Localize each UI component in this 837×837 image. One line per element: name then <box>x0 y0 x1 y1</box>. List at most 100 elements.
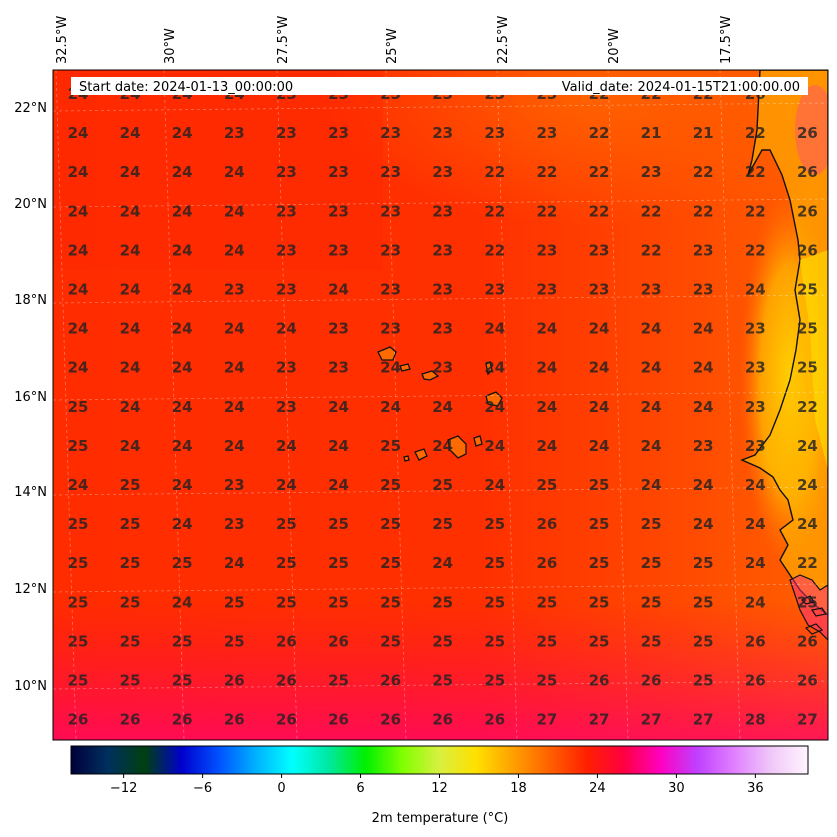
lon-label: 27.5°W <box>276 16 291 64</box>
grid-value: 25 <box>589 593 610 611</box>
lat-label: 22°N <box>14 101 47 116</box>
grid-value: 24 <box>172 241 193 259</box>
grid-value: 25 <box>276 554 297 572</box>
grid-value: 23 <box>432 281 453 299</box>
grid-value: 24 <box>693 320 714 338</box>
grid-value: 25 <box>380 437 401 455</box>
lon-label: 25°W <box>385 28 400 64</box>
grid-value: 23 <box>536 241 557 259</box>
grid-value: 25 <box>172 672 193 690</box>
grid-value: 24 <box>745 554 766 572</box>
grid-value: 25 <box>380 632 401 650</box>
grid-value: 23 <box>693 241 714 259</box>
header-box <box>71 77 808 95</box>
grid-value: 26 <box>745 672 766 690</box>
grid-value: 23 <box>276 241 297 259</box>
grid-value: 26 <box>224 672 245 690</box>
grid-value: 25 <box>484 632 505 650</box>
grid-value: 23 <box>589 241 610 259</box>
grid-value: 24 <box>172 124 193 142</box>
grid-value: 23 <box>276 281 297 299</box>
grid-value: 25 <box>68 672 89 690</box>
island-santo-antao <box>377 346 397 361</box>
grid-value: 24 <box>536 359 557 377</box>
grid-value: 24 <box>693 398 714 416</box>
grid-value: 24 <box>120 163 141 181</box>
africa-inland-hot <box>800 250 828 470</box>
grid-value: 24 <box>536 437 557 455</box>
grid-value: 25 <box>432 593 453 611</box>
grid-value: 24 <box>328 437 349 455</box>
grid-value: 25 <box>68 593 89 611</box>
grid-value: 25 <box>68 398 89 416</box>
grid-value: 25 <box>120 672 141 690</box>
grid-value: 25 <box>120 515 141 533</box>
island-boa-vista <box>485 391 503 407</box>
colorbar-tick-label: −6 <box>193 781 212 796</box>
lon-label: 20°W <box>607 28 622 64</box>
grid-value: 25 <box>328 515 349 533</box>
grid-value: 24 <box>68 163 89 181</box>
grid-value: 25 <box>484 672 505 690</box>
grid-value: 22 <box>745 202 766 220</box>
grid-value: 25 <box>224 632 245 650</box>
grid-value: 25 <box>536 476 557 494</box>
grid-value: 24 <box>172 202 193 220</box>
grid-value: 23 <box>432 320 453 338</box>
grid-value: 24 <box>224 241 245 259</box>
grid-value: 24 <box>68 241 89 259</box>
grid-value: 23 <box>328 359 349 377</box>
grid-value: 24 <box>745 476 766 494</box>
grid-value: 25 <box>68 632 89 650</box>
grid-value: 23 <box>641 281 662 299</box>
grid-value: 25 <box>641 554 662 572</box>
grid-value: 25 <box>276 515 297 533</box>
grid-value: 24 <box>745 281 766 299</box>
grid-value: 24 <box>432 437 453 455</box>
grid-value: 23 <box>224 515 245 533</box>
grid-value: 25 <box>172 632 193 650</box>
grid-value: 26 <box>589 672 610 690</box>
grid-value: 24 <box>224 398 245 416</box>
grid-value: 24 <box>120 320 141 338</box>
grid-value: 24 <box>68 124 89 142</box>
grid-value: 26 <box>68 711 89 729</box>
grid-value: 23 <box>276 163 297 181</box>
grid-value: 24 <box>172 593 193 611</box>
grid-value: 24 <box>693 359 714 377</box>
grid-value: 23 <box>380 241 401 259</box>
grid-value: 24 <box>172 281 193 299</box>
island-santa-luzia <box>421 370 440 381</box>
grid-value: 25 <box>380 593 401 611</box>
lat-label: 16°N <box>14 390 47 405</box>
grid-value: 23 <box>276 202 297 220</box>
grid-value: 23 <box>432 359 453 377</box>
grid-value: 25 <box>224 593 245 611</box>
grid-value: 25 <box>641 593 662 611</box>
grid-value: 23 <box>276 359 297 377</box>
grid-value: 24 <box>120 281 141 299</box>
grid-value: 24 <box>432 398 453 416</box>
grid-value: 23 <box>328 163 349 181</box>
colorbar: −12 −6 0 6 12 18 24 30 36 2m temperature (°C) <box>70 745 809 826</box>
grid-value: 25 <box>797 593 818 611</box>
grid-value: 25 <box>432 672 453 690</box>
africa-south-coast <box>789 574 828 641</box>
grid-value: 25 <box>536 593 557 611</box>
grid-value: 24 <box>172 437 193 455</box>
grid-value: 24 <box>224 437 245 455</box>
grid-value: 26 <box>484 711 505 729</box>
meridian-line <box>607 70 629 740</box>
grid-value: 23 <box>536 281 557 299</box>
grid-value: 23 <box>380 124 401 142</box>
grid-value: 22 <box>745 124 766 142</box>
grid-value: 27 <box>693 711 714 729</box>
grid-value: 25 <box>432 632 453 650</box>
grid-value: 23 <box>432 202 453 220</box>
grid-value: 23 <box>693 281 714 299</box>
grid-value: 26 <box>797 672 818 690</box>
grid-value: 24 <box>797 476 818 494</box>
grid-value: 24 <box>276 437 297 455</box>
grid-value: 23 <box>276 124 297 142</box>
